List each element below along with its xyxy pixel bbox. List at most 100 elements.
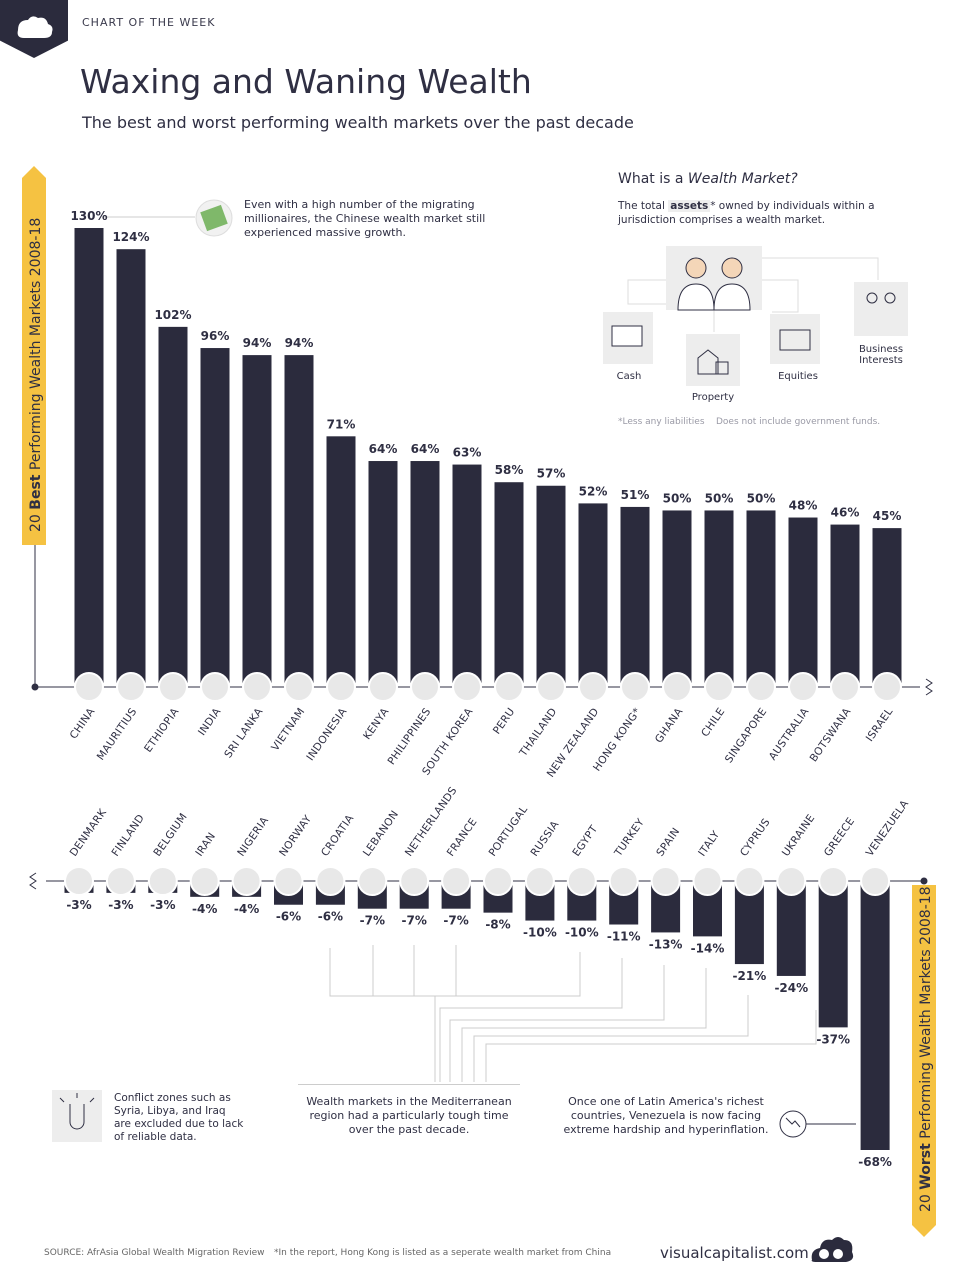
worst-flag-icon-3 [189, 866, 220, 896]
worst-country-label-10: PORTUGAL [487, 804, 531, 859]
best-bar-2 [158, 326, 188, 687]
equities-icon [770, 314, 820, 364]
page-title: Waxing and Waning Wealth [80, 62, 532, 101]
worst-country-label-9: FRANCE [445, 816, 480, 859]
venezuela-note: Once one of Latin America's richest coun… [563, 1095, 769, 1136]
worst-country-label-11: RUSSIA [529, 818, 562, 858]
worst-value-label-11: -10% [523, 926, 557, 940]
best-flag-icon-2 [158, 672, 188, 702]
source-note: SOURCE: AfrAsia Global Wealth Migration … [44, 1248, 265, 1258]
worst-bar-19 [860, 881, 890, 1150]
business-label: Business Interests [858, 344, 904, 366]
worst-country-label-7: LEBANON [361, 808, 401, 858]
worst-flag-icon-17 [776, 866, 807, 896]
page-subtitle: The best and worst performing wealth mar… [82, 113, 634, 132]
worst-flag-icon-9 [441, 866, 472, 896]
worst-flag-icon-11 [524, 866, 555, 896]
worst-country-label-18: GREECE [822, 815, 857, 858]
best-flag-icon-13 [620, 672, 650, 702]
conflict-icon [52, 1090, 102, 1142]
worst-value-label-1: -3% [108, 898, 133, 912]
wealth-market-footnote: *Less any liabilities Does not include g… [618, 417, 880, 427]
best-value-label-5: 94% [285, 336, 314, 350]
worst-flag-icon-8 [399, 866, 430, 896]
best-banner-prefix: 20 [28, 514, 44, 532]
best-country-label-17: AUSTRALIA [767, 705, 812, 762]
best-bar-12 [578, 503, 608, 687]
business-icon [854, 282, 908, 336]
svg-text:20 Best Performing: 20 Best Performing Wealth Markets 2008-1… [28, 218, 44, 532]
worst-banner-prefix: 20 [918, 1194, 934, 1212]
worst-country-label-0: DENMARK [68, 806, 110, 859]
cloud-logo-icon [17, 16, 53, 38]
section-label: CHART OF THE WEEK [82, 16, 216, 29]
best-bar-15 [704, 510, 734, 687]
best-bar-5 [284, 355, 314, 687]
wealth-market-footnote-1: *Less any liabilities [618, 417, 705, 427]
worst-flag-icon-2 [147, 866, 178, 896]
best-bar-14 [662, 510, 692, 687]
best-bar-16 [746, 510, 776, 687]
best-value-label-19: 45% [873, 509, 902, 523]
best-flag-icon-8 [410, 672, 440, 702]
worst-value-label-19: -68% [858, 1155, 892, 1169]
best-banner: 20 Best Performing Wealth Markets 2008-1… [22, 166, 46, 545]
worst-banner-suffix: Performing Wealth Markets 2008-18 [918, 886, 934, 1138]
best-flag-icon-11 [536, 672, 566, 702]
best-flag-icon-17 [788, 672, 818, 702]
worst-value-label-5: -6% [276, 910, 301, 924]
worst-value-label-13: -11% [607, 930, 641, 944]
wealth-market-title-italic: Wealth Market? [687, 171, 798, 187]
property-icon [686, 334, 740, 386]
best-country-label-6: INDONESIA [304, 705, 349, 763]
worst-country-label-5: NORWAY [277, 813, 314, 859]
worst-bar-17 [776, 881, 806, 976]
wealth-market-title-plain: What is a [618, 171, 684, 187]
brand-link[interactable]: visualcapitalist.com [660, 1244, 809, 1262]
best-flag-icon-6 [326, 672, 356, 702]
worst-bar-18 [818, 881, 848, 1028]
best-value-label-4: 94% [243, 336, 272, 350]
footnote: *In the report, Hong Kong is listed as a… [274, 1248, 612, 1258]
best-flag-icon-7 [368, 672, 398, 702]
best-bar-17 [788, 517, 818, 687]
best-flag-icon-10 [494, 672, 524, 702]
worst-value-label-9: -7% [443, 914, 468, 928]
worst-flag-icon-13 [608, 866, 639, 896]
best-banner-suffix: Performing Wealth Markets 2008-18 [28, 218, 44, 470]
worst-country-label-14: SPAIN [654, 826, 682, 859]
best-country-label-19: ISRAEL [864, 706, 896, 744]
best-bar-9 [452, 464, 482, 687]
best-flag-icon-0 [74, 672, 104, 702]
worst-banner-emphasis: Worst [918, 1143, 934, 1190]
best-country-label-4: SRI LANKA [222, 705, 265, 760]
worst-flag-icon-12 [566, 866, 597, 896]
worst-country-label-19: VENEZUELA [864, 798, 912, 859]
best-country-label-18: BOTSWANA [808, 705, 854, 764]
worst-value-label-14: -13% [649, 937, 683, 951]
best-baseline-dot [31, 683, 39, 691]
worst-country-label-12: EGYPT [570, 823, 600, 859]
best-flag-icon-16 [746, 672, 776, 702]
mediterranean-note: Wealth markets in the Mediterranean regi… [306, 1095, 512, 1136]
worst-value-label-7: -7% [360, 914, 385, 928]
worst-flag-icon-1 [105, 866, 136, 896]
worst-flag-icon-4 [231, 866, 262, 896]
mediterranean-leaders [329, 945, 817, 1082]
best-value-label-9: 63% [453, 446, 482, 460]
best-value-label-2: 102% [154, 308, 191, 322]
best-country-label-15: CHILE [699, 706, 727, 739]
best-bar-10 [494, 482, 524, 687]
best-value-label-12: 52% [579, 484, 608, 498]
best-country-label-0: CHINA [68, 705, 98, 741]
worst-break-icon [29, 872, 37, 890]
wealth-market-desc: The total assets * owned by individuals w… [618, 199, 908, 227]
worst-country-label-16: CYPRUS [738, 816, 773, 858]
best-value-label-16: 50% [747, 491, 776, 505]
best-bar-8 [410, 461, 440, 687]
worst-value-label-4: -4% [234, 902, 259, 916]
worst-value-label-0: -3% [66, 898, 91, 912]
conflict-note: Conflict zones such as Syria, Libya, and… [114, 1092, 244, 1143]
best-banner-emphasis: Best [28, 474, 44, 509]
wealth-market-diagram [603, 246, 908, 386]
